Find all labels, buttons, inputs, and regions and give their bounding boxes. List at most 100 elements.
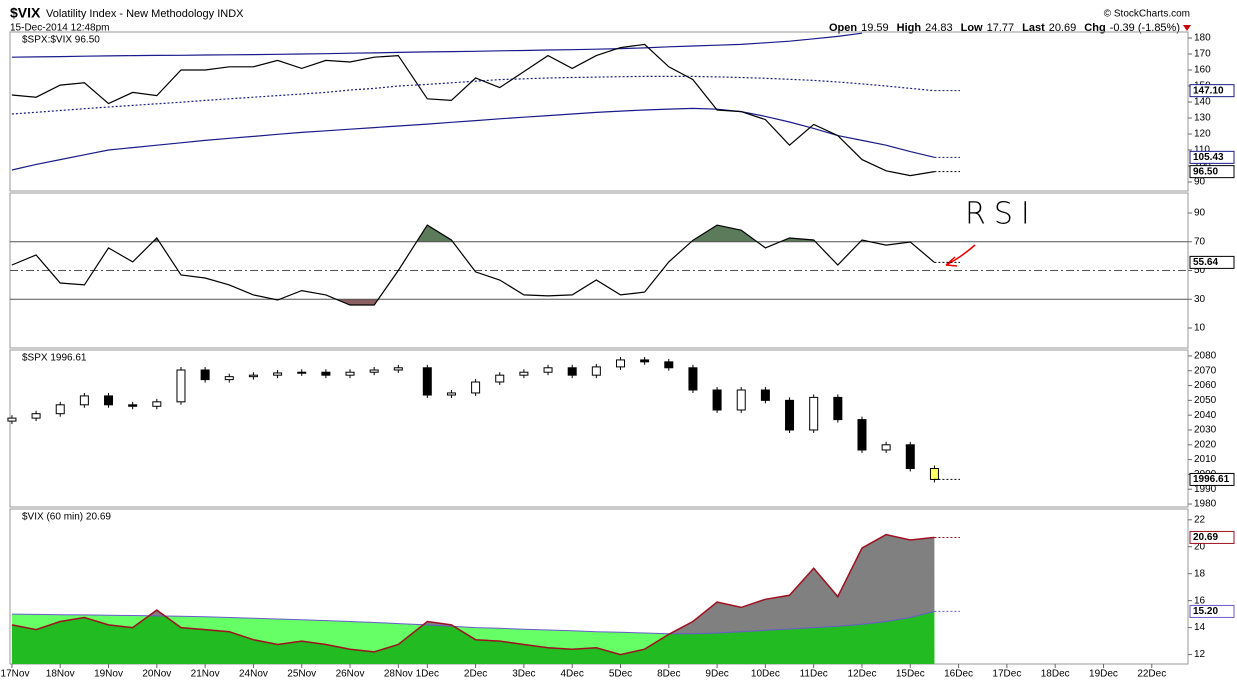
x-tick-label: 5Dec (609, 669, 632, 680)
candle-body (471, 381, 481, 394)
x-tick-label: 16Dec (944, 669, 973, 680)
x-tick-label: 17Nov (1, 669, 30, 680)
x-tick-label: 11Dec (800, 669, 828, 680)
quote-label: Low (961, 22, 983, 34)
quote-value: 24.83 (925, 22, 953, 34)
panel-frame (9, 349, 1189, 508)
y-tick-label: 10 (1194, 323, 1206, 334)
candle-body (615, 359, 625, 368)
candle-body (446, 392, 456, 396)
timestamp: 15-Dec-2014 12:48pm (10, 23, 110, 34)
candle-body (345, 371, 355, 376)
y-tick-label: 22 (1194, 514, 1206, 525)
candle-body (297, 371, 307, 374)
last-value-label: 15.20 (1193, 606, 1218, 617)
last-value-box (1189, 255, 1235, 269)
candle-body (640, 359, 650, 363)
last-value-label: 105.43 (1193, 152, 1224, 163)
x-tick-label: 24Nov (239, 669, 268, 680)
last-value-label: 20.69 (1193, 532, 1218, 543)
series-line (11, 43, 935, 177)
candle-body (857, 419, 867, 451)
y-tick-label: 2030 (1194, 425, 1217, 436)
price-area (11, 534, 935, 664)
candle-body (688, 367, 698, 391)
x-tick-label: 28Nov (384, 669, 413, 680)
y-tick-label: 12 (1194, 649, 1206, 660)
candle-body (664, 361, 674, 369)
candle-body (712, 389, 722, 411)
candle-body (422, 367, 432, 396)
last-value-box (1189, 150, 1235, 164)
y-tick-label: 1980 (1194, 499, 1217, 510)
x-tick-label: 18Dec (1041, 669, 1070, 680)
panel-legend: $VIX (60 min) 20.69 (22, 512, 111, 523)
candle-body (905, 444, 915, 469)
candle-body (809, 396, 819, 431)
description: Volatility Index - New Methodology INDX (46, 8, 244, 20)
y-tick-label: 2020 (1194, 439, 1217, 450)
last-value-box (1189, 604, 1235, 618)
candle-body (591, 366, 601, 376)
panel-legend: $SPX 1996.61 (22, 353, 87, 364)
candle-body (273, 372, 283, 376)
quote-label: Last (1022, 22, 1045, 34)
y-tick-label: 30 (1194, 294, 1206, 305)
series-line (11, 75, 935, 115)
y-tick-label: 16 (1194, 595, 1206, 606)
last-value-box (1189, 84, 1235, 98)
candle-body (785, 399, 795, 431)
last-value-label: 55.64 (1193, 257, 1218, 268)
quote-label: High (897, 22, 922, 34)
y-tick-label: 2050 (1194, 395, 1217, 406)
x-tick-label: 19Nov (94, 669, 123, 680)
candle-body (929, 467, 939, 480)
candle-body (833, 396, 843, 421)
candle-body (248, 374, 258, 378)
last-value-label: 96.50 (1193, 166, 1218, 177)
quote-value: -0.39 (-1.85%) (1110, 22, 1180, 34)
change-arrow (1183, 25, 1191, 31)
quote: Open 19.59 High 24.83 Low 17.77 Last 20.69 Chg -0… (829, 22, 1180, 34)
x-tick-label: 21Nov (191, 669, 220, 680)
candle-body (393, 367, 403, 371)
candle-body (567, 367, 577, 376)
candle-body (55, 404, 65, 415)
quote-label: Chg (1084, 22, 1105, 34)
last-value-label: 1996.61 (1193, 474, 1230, 485)
y-tick-label: 170 (1194, 49, 1211, 60)
y-tick-label: 2080 (1194, 351, 1217, 362)
y-tick-label: 90 (1194, 208, 1206, 219)
x-tick-label: 8Dec (657, 669, 680, 680)
x-tick-label: 22Dec (1137, 669, 1166, 680)
y-tick-label: 2040 (1194, 410, 1217, 421)
x-tick-label: 20Nov (142, 669, 171, 680)
oversold-fill (11, 299, 935, 305)
panel-legend: $SPX:$VIX 96.50 (22, 35, 100, 46)
y-tick-label: 50 (1194, 265, 1206, 276)
overbought-fill (11, 225, 935, 242)
x-tick-label: 17Dec (992, 669, 1021, 680)
y-tick-label: 1990 (1194, 484, 1217, 495)
y-tick-label: 140 (1194, 97, 1211, 108)
y-tick-label: 110 (1194, 145, 1210, 156)
x-tick-label: 4Dec (561, 669, 584, 680)
candle-body (736, 389, 746, 411)
x-tick-label: 1Dec (416, 669, 439, 680)
x-tick-label: 18Nov (46, 669, 75, 680)
y-tick-label: 2070 (1194, 365, 1217, 376)
y-tick-label: 130 (1194, 113, 1211, 124)
x-tick-label: 15Dec (896, 669, 925, 680)
panel-frame (9, 31, 1189, 192)
y-tick-label: 90 (1194, 177, 1206, 188)
quote-label: Open (829, 22, 857, 34)
candle-body (104, 395, 114, 406)
annotation: RSI (965, 197, 1038, 232)
x-tick-label: 2Dec (464, 669, 487, 680)
y-tick-label: 18 (1194, 568, 1206, 579)
copyright: © StockCharts.com (1104, 9, 1190, 20)
candle-body (31, 413, 41, 419)
candle-body (495, 374, 505, 383)
